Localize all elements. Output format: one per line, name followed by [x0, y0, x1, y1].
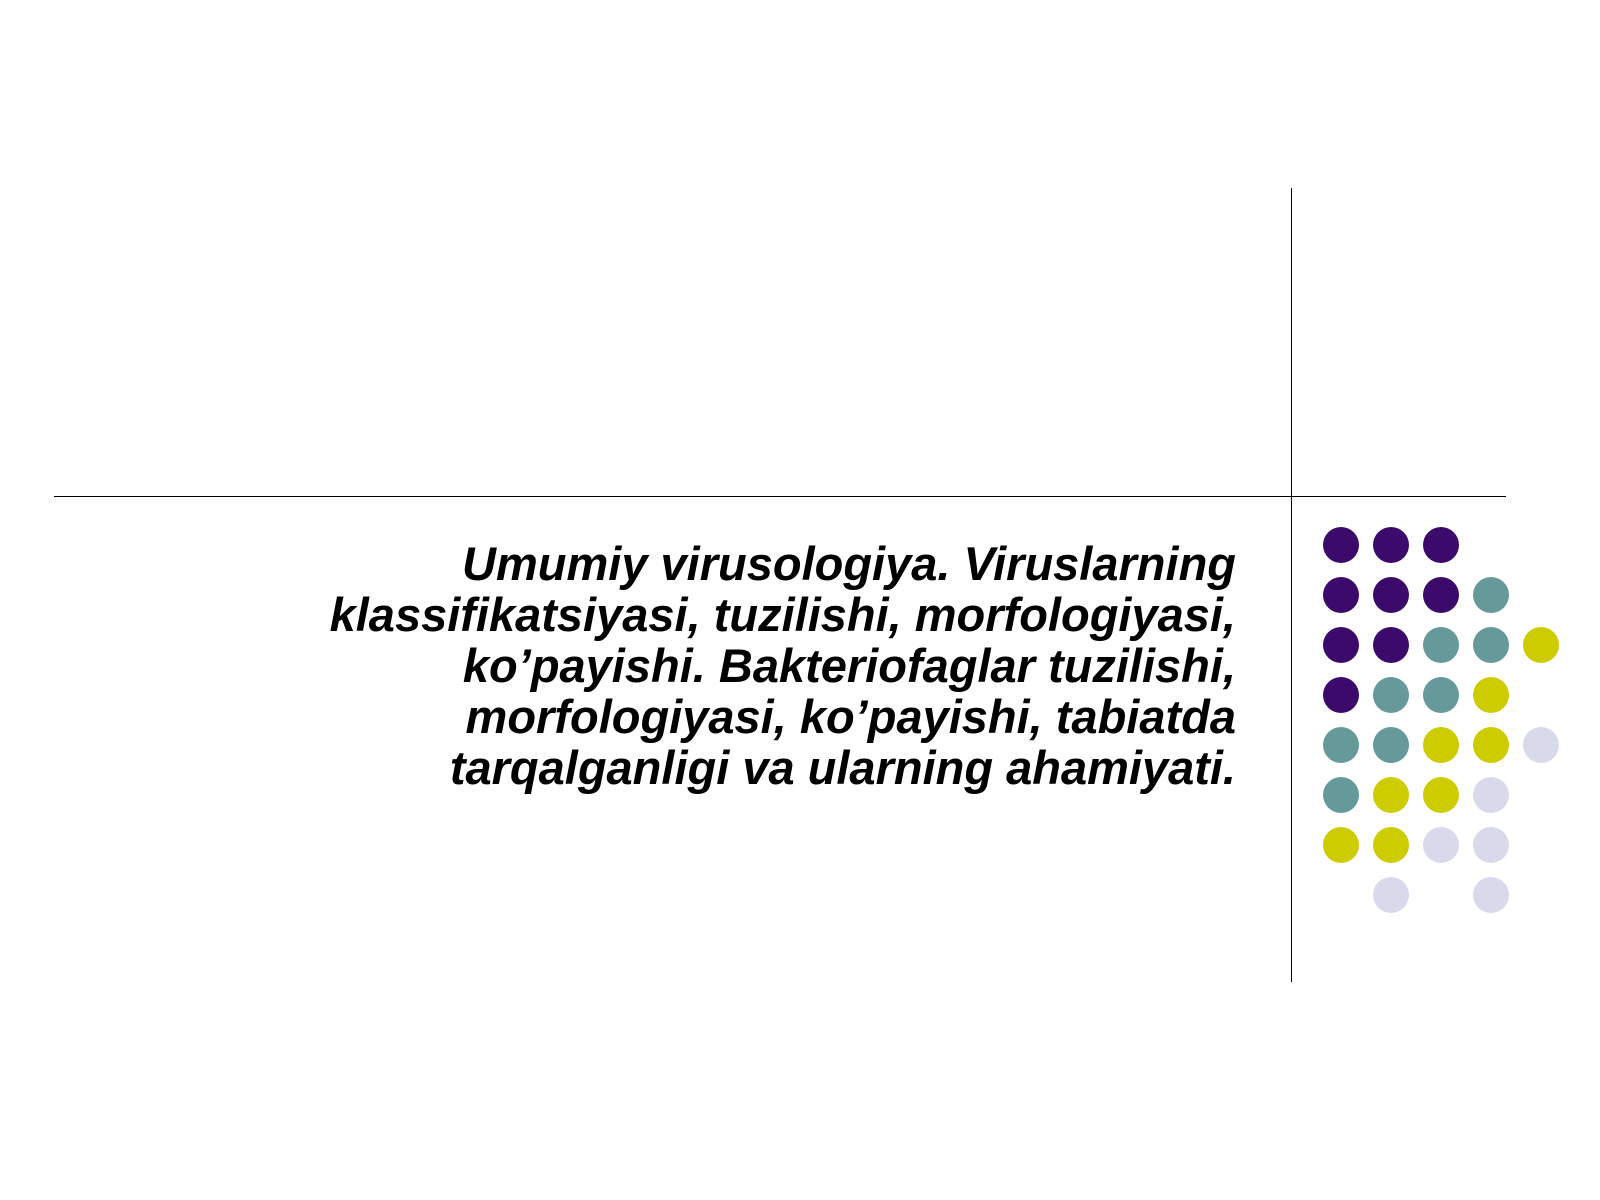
dot-lavender — [1473, 777, 1509, 813]
dot-lavender — [1423, 827, 1459, 863]
dot-olive — [1423, 777, 1459, 813]
dot-teal — [1323, 727, 1359, 763]
slide-title: Umumiy virusologiya. Viruslarning klassi… — [329, 537, 1236, 794]
dot-purple — [1323, 577, 1359, 613]
dot-purple — [1323, 677, 1359, 713]
dot-teal — [1423, 677, 1459, 713]
dot-lavender — [1473, 827, 1509, 863]
dot-olive — [1373, 827, 1409, 863]
dot-olive — [1323, 827, 1359, 863]
dot-olive — [1373, 777, 1409, 813]
dot-olive — [1473, 727, 1509, 763]
vertical-divider — [1291, 188, 1292, 982]
dot-olive — [1423, 727, 1459, 763]
dot-purple — [1373, 577, 1409, 613]
dot-olive — [1473, 677, 1509, 713]
dot-purple — [1323, 527, 1359, 563]
dot-purple — [1373, 527, 1409, 563]
dot-lavender — [1473, 877, 1509, 913]
dot-purple — [1423, 577, 1459, 613]
dot-olive — [1523, 627, 1559, 663]
dot-lavender — [1373, 877, 1409, 913]
dot-teal — [1373, 677, 1409, 713]
dot-purple — [1423, 527, 1459, 563]
dot-teal — [1373, 727, 1409, 763]
dot-teal — [1423, 627, 1459, 663]
dot-purple — [1373, 627, 1409, 663]
dot-teal — [1323, 777, 1359, 813]
dot-teal — [1473, 577, 1509, 613]
dot-teal — [1473, 627, 1509, 663]
horizontal-divider — [54, 496, 1506, 497]
dot-purple — [1323, 627, 1359, 663]
dot-lavender — [1523, 727, 1559, 763]
